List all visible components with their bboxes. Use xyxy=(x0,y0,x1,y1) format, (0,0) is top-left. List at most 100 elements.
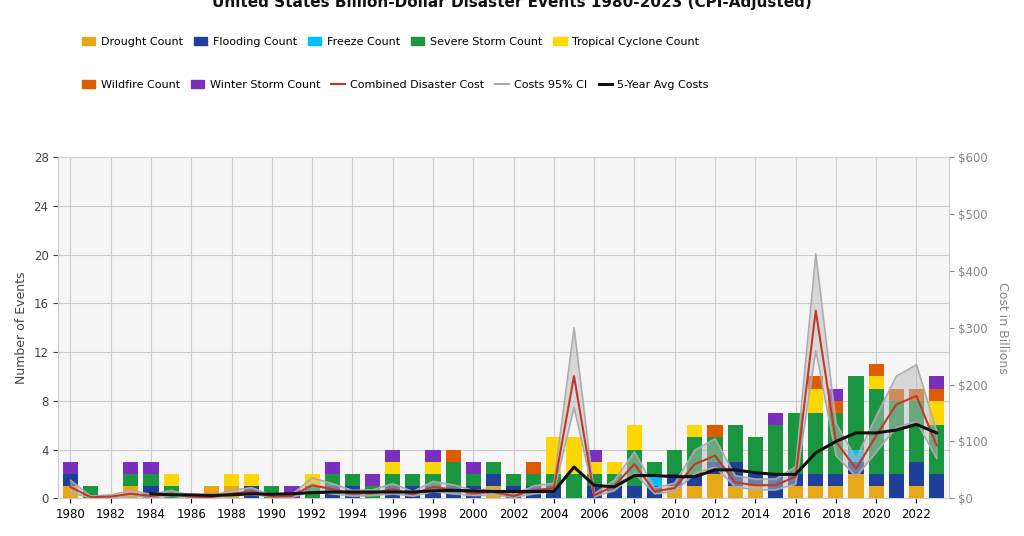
Bar xyxy=(788,474,803,486)
Bar xyxy=(325,474,340,486)
Bar xyxy=(889,401,904,474)
Bar xyxy=(385,474,400,486)
Bar xyxy=(647,486,663,498)
Bar xyxy=(304,486,319,498)
Bar xyxy=(143,461,159,474)
Bar xyxy=(485,474,501,486)
Bar xyxy=(909,486,924,498)
Bar xyxy=(425,450,440,461)
Bar xyxy=(425,486,440,498)
Bar xyxy=(607,461,622,474)
Bar xyxy=(587,461,602,474)
Bar xyxy=(647,474,663,486)
Bar xyxy=(728,425,742,461)
Bar xyxy=(808,486,823,498)
Bar xyxy=(868,474,884,486)
Legend: Drought Count, Flooding Count, Freeze Count, Severe Storm Count, Tropical Cyclon: Drought Count, Flooding Count, Freeze Co… xyxy=(77,32,703,51)
Bar xyxy=(123,474,138,486)
Y-axis label: Cost in Billions: Cost in Billions xyxy=(996,282,1009,374)
Bar xyxy=(668,474,682,486)
Bar xyxy=(566,474,582,498)
Bar xyxy=(748,486,763,498)
Bar xyxy=(264,486,280,498)
Bar xyxy=(406,474,421,486)
Bar xyxy=(808,474,823,486)
Bar xyxy=(768,474,783,498)
Bar xyxy=(365,474,380,486)
Bar xyxy=(668,450,682,474)
Bar xyxy=(868,389,884,474)
Bar xyxy=(224,474,239,486)
Bar xyxy=(929,389,944,401)
Bar xyxy=(687,474,702,486)
Bar xyxy=(466,486,481,498)
Bar xyxy=(345,486,360,498)
Bar xyxy=(244,486,259,498)
Bar xyxy=(546,437,561,474)
Bar xyxy=(708,437,723,461)
Bar xyxy=(828,413,844,474)
Bar xyxy=(788,486,803,498)
Bar xyxy=(849,376,863,450)
Bar xyxy=(748,437,763,474)
Bar xyxy=(627,486,642,498)
Bar xyxy=(83,486,98,498)
Bar xyxy=(627,425,642,450)
Bar xyxy=(849,474,863,498)
Bar xyxy=(668,486,682,498)
Bar xyxy=(587,474,602,486)
Bar xyxy=(849,450,863,461)
Bar xyxy=(546,486,561,498)
Bar xyxy=(485,486,501,498)
Bar xyxy=(506,486,521,498)
Bar xyxy=(929,474,944,498)
Bar xyxy=(849,461,863,474)
Bar xyxy=(889,389,904,401)
Bar xyxy=(506,474,521,486)
Bar xyxy=(788,413,803,474)
Bar xyxy=(425,461,440,474)
Bar xyxy=(868,376,884,389)
Bar xyxy=(828,389,844,401)
Bar xyxy=(123,486,138,498)
Bar xyxy=(385,486,400,498)
Bar xyxy=(385,461,400,474)
Bar xyxy=(868,486,884,498)
Bar xyxy=(345,474,360,486)
Bar xyxy=(164,486,178,498)
Bar xyxy=(425,474,440,486)
Bar xyxy=(224,486,239,498)
Bar xyxy=(204,486,219,498)
Legend: Wildfire Count, Winter Storm Count, Combined Disaster Cost, Costs 95% CI, 5-Year: Wildfire Count, Winter Storm Count, Comb… xyxy=(77,75,714,94)
Bar xyxy=(385,450,400,461)
Bar xyxy=(466,474,481,486)
Bar xyxy=(909,401,924,461)
Bar xyxy=(828,486,844,498)
Bar xyxy=(485,461,501,474)
Bar xyxy=(325,461,340,474)
Bar xyxy=(466,461,481,474)
Bar xyxy=(808,376,823,389)
Bar xyxy=(708,461,723,474)
Bar xyxy=(445,461,461,486)
Bar xyxy=(808,389,823,413)
Bar xyxy=(647,461,663,474)
Bar xyxy=(708,425,723,437)
Bar xyxy=(123,461,138,474)
Bar xyxy=(62,461,78,474)
Bar xyxy=(607,474,622,486)
Bar xyxy=(406,486,421,498)
Bar xyxy=(365,486,380,498)
Bar xyxy=(244,474,259,486)
Bar xyxy=(768,413,783,425)
Bar xyxy=(889,474,904,498)
Y-axis label: Number of Events: Number of Events xyxy=(15,272,28,384)
Bar xyxy=(546,474,561,486)
Bar xyxy=(566,437,582,474)
Bar xyxy=(828,401,844,413)
Bar xyxy=(868,364,884,376)
Bar xyxy=(445,450,461,461)
Bar xyxy=(929,425,944,474)
Bar xyxy=(687,425,702,437)
Bar xyxy=(526,474,542,486)
